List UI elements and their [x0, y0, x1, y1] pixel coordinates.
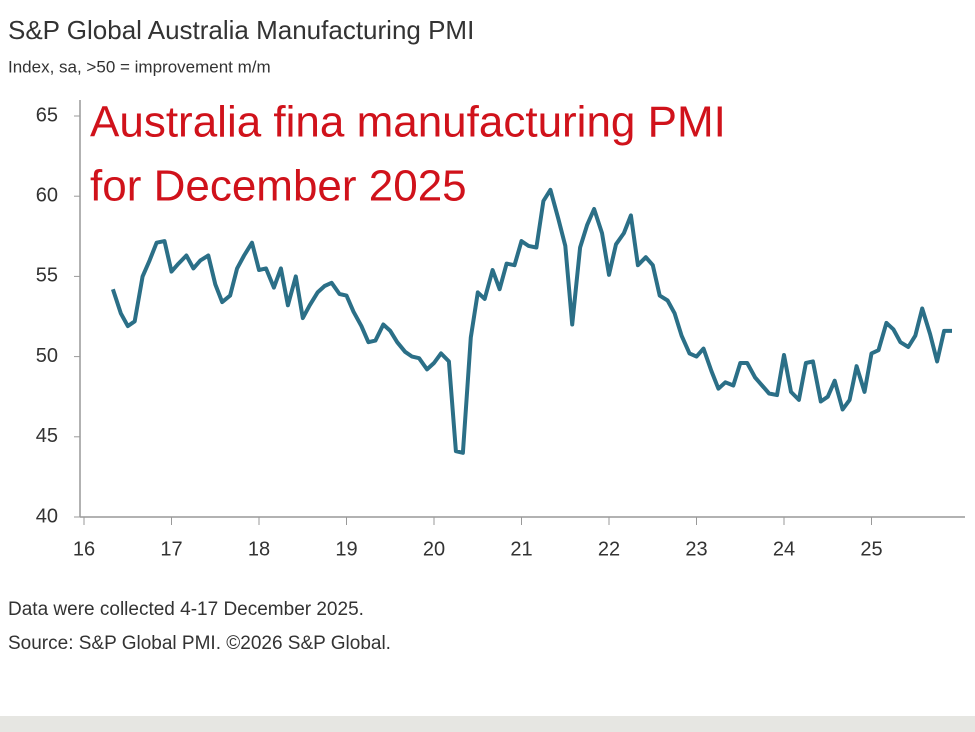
footnote: Data were collected 4-17 December 2025.	[8, 599, 364, 620]
line	[110, 187, 952, 455]
chart-title: S&P Global Australia Manufacturing PMI	[8, 15, 474, 45]
x-tick-label: 20	[423, 538, 445, 560]
annotation: for December 2025	[90, 162, 467, 211]
x-tick-label: 16	[73, 538, 95, 560]
x-tick-label: 17	[160, 538, 182, 560]
x-tick-label: 25	[860, 538, 882, 560]
y-tick-label: 55	[36, 265, 58, 287]
x-tick-label: 24	[773, 538, 795, 560]
x-tick-label: 23	[685, 538, 707, 560]
y-tick-label: 65	[36, 104, 58, 126]
y-tick-label: 50	[36, 345, 58, 367]
chart-subtitle: Index, sa, >50 = improvement m/m	[8, 57, 271, 76]
annotation: Australia fina manufacturing PMI	[90, 98, 726, 147]
y-tick-label: 60	[36, 184, 58, 206]
footnote: Source: S&P Global PMI. ©2026 S&P Global…	[8, 633, 391, 654]
footer-bar	[0, 716, 975, 732]
x-tick-label: 22	[598, 538, 620, 560]
x-tick-label: 19	[335, 538, 357, 560]
x-tick-label: 18	[248, 538, 270, 560]
y-tick-label: 40	[36, 505, 58, 527]
x-tick-label: 21	[510, 538, 532, 560]
y-tick-label: 45	[36, 425, 58, 447]
